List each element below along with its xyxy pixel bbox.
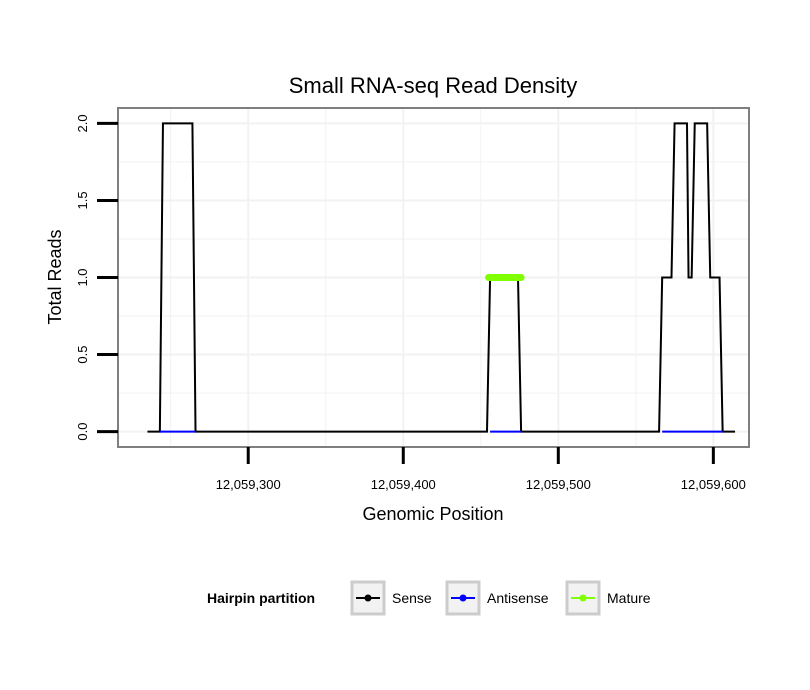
x-tick-label: 12,059,400 xyxy=(371,477,436,492)
x-axis-label: Genomic Position xyxy=(362,504,503,524)
y-tick-label: 1.5 xyxy=(75,191,90,209)
legend-label-mature: Mature xyxy=(607,590,651,606)
legend-label-antisense: Antisense xyxy=(487,590,549,606)
y-axis-label: Total Reads xyxy=(45,229,65,324)
legend-key-point-antisense xyxy=(459,594,467,602)
x-axis: 12,059,300 12,059,400 12,059,500 12,059,600 xyxy=(216,447,746,492)
legend-key-point-mature xyxy=(579,594,587,602)
legend-key-point-sense xyxy=(364,594,372,602)
y-tick-label: 0.0 xyxy=(75,423,90,441)
y-tick-label: 1.0 xyxy=(75,268,90,286)
chart-title: Small RNA-seq Read Density xyxy=(289,73,578,98)
series-lines xyxy=(147,122,736,433)
x-tick-label: 12,059,600 xyxy=(681,477,746,492)
legend: Hairpin partition Sense Antisense Mature xyxy=(207,580,651,616)
legend-label-sense: Sense xyxy=(392,590,432,606)
y-tick-label: 2.0 xyxy=(75,114,90,132)
x-tick-label: 12,059,500 xyxy=(526,477,591,492)
grid-lines xyxy=(118,108,749,447)
y-axis: 0.0 0.5 1.0 1.5 2.0 xyxy=(75,114,118,441)
legend-title: Hairpin partition xyxy=(207,590,315,606)
y-tick-label: 0.5 xyxy=(75,346,90,364)
sense-series-line xyxy=(147,122,736,433)
x-tick-label: 12,059,300 xyxy=(216,477,281,492)
